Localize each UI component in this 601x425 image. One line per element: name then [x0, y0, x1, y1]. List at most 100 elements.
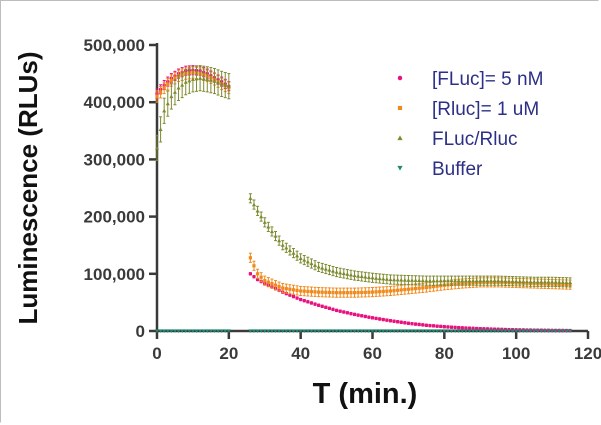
data-point — [499, 329, 504, 333]
data-point — [223, 83, 228, 87]
data-point — [345, 291, 349, 295]
data-point — [348, 329, 353, 333]
data-point — [421, 323, 425, 327]
data-point — [506, 329, 511, 333]
data-point — [528, 329, 533, 333]
data-point — [442, 325, 447, 329]
data-point — [226, 84, 231, 88]
data-point — [280, 243, 285, 247]
data-point — [338, 270, 343, 275]
data-point — [352, 312, 357, 317]
data-point — [190, 329, 195, 333]
data-point — [176, 85, 181, 90]
data-point — [431, 278, 436, 283]
data-point — [269, 229, 274, 234]
data-point — [456, 329, 461, 333]
data-point — [499, 278, 504, 283]
data-point — [406, 278, 411, 282]
data-point — [187, 329, 192, 333]
series-3 — [155, 65, 573, 288]
data-point — [266, 280, 270, 284]
data-point — [324, 290, 328, 294]
data-point — [172, 329, 177, 333]
data-point — [155, 94, 159, 99]
data-point — [291, 288, 296, 292]
data-point — [481, 329, 486, 333]
data-point — [413, 322, 418, 326]
data-point — [496, 329, 501, 333]
data-point — [291, 294, 296, 299]
data-point — [453, 329, 458, 333]
data-point — [410, 321, 414, 326]
data-point — [266, 329, 271, 333]
data-point — [453, 278, 458, 283]
data-point — [392, 289, 396, 293]
data-point — [338, 309, 342, 313]
data-point — [316, 329, 321, 333]
data-point — [564, 329, 569, 333]
data-point — [453, 325, 457, 330]
data-point — [424, 329, 429, 333]
data-point — [306, 300, 310, 304]
data-point — [421, 286, 425, 290]
data-point — [309, 290, 314, 294]
data-point — [330, 329, 335, 333]
data-point — [378, 290, 382, 294]
data-point — [363, 314, 368, 319]
data-point — [539, 279, 544, 284]
data-point — [370, 275, 375, 280]
data-point — [542, 279, 547, 284]
data-point — [467, 326, 472, 330]
data-point — [467, 329, 472, 333]
data-point — [370, 316, 375, 320]
legend: [FLuc]= 5 nM [Rluc]= 1 uM FLuc/Rluc Buffer — [397, 69, 543, 180]
data-point — [359, 329, 364, 333]
data-point — [162, 86, 166, 90]
data-point — [402, 329, 407, 333]
data-point — [560, 329, 565, 333]
data-point — [410, 278, 415, 282]
data-point — [489, 278, 494, 283]
data-point — [471, 278, 476, 283]
data-point — [445, 329, 450, 333]
data-point — [463, 329, 468, 333]
data-point — [313, 329, 318, 333]
data-point — [403, 287, 407, 292]
data-point — [345, 311, 350, 315]
data-point — [377, 317, 382, 321]
data-point — [194, 76, 199, 81]
data-point — [162, 329, 167, 333]
data-point — [363, 290, 367, 294]
data-point — [305, 329, 310, 333]
data-point — [413, 329, 418, 333]
data-point — [180, 329, 185, 333]
data-point — [374, 329, 379, 333]
data-point — [281, 286, 285, 290]
data-point — [323, 266, 328, 271]
data-point — [219, 81, 224, 86]
data-point — [406, 287, 411, 291]
data-point — [417, 286, 421, 290]
data-point — [399, 288, 403, 292]
data-point — [299, 289, 303, 293]
data-point — [481, 278, 486, 283]
data-point — [392, 319, 396, 323]
data-point — [374, 290, 378, 294]
data-point — [277, 238, 282, 243]
data-point — [349, 311, 353, 316]
data-point — [438, 329, 443, 333]
data-point — [338, 291, 342, 295]
data-point — [324, 305, 328, 310]
data-point — [435, 329, 440, 333]
data-point — [553, 329, 558, 333]
data-point — [485, 329, 490, 333]
data-point — [431, 324, 436, 328]
data-point — [298, 329, 303, 333]
data-point — [489, 329, 494, 333]
data-point — [406, 321, 411, 325]
data-point — [471, 326, 475, 331]
data-point — [162, 108, 167, 113]
data-point — [183, 329, 188, 333]
data-point — [277, 285, 281, 289]
data-point — [496, 278, 501, 283]
